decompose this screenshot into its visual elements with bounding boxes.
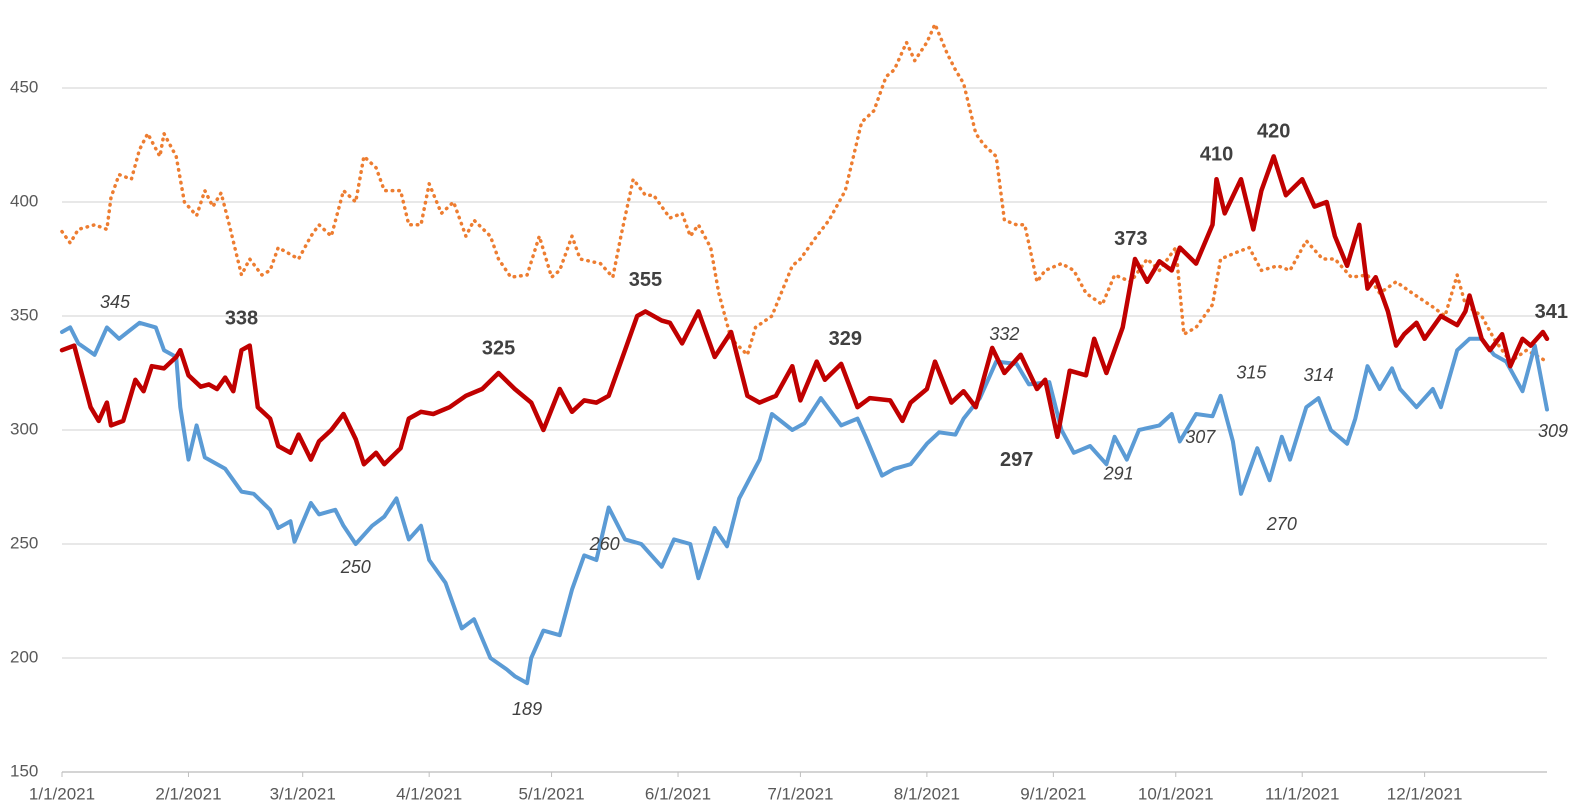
data-label: 260 [589, 534, 620, 554]
x-tick-label: 12/1/2021 [1387, 784, 1463, 803]
series-line [60, 320, 1549, 686]
data-label: 309 [1538, 421, 1568, 441]
data-label: 250 [340, 557, 371, 577]
x-tick-label: 11/1/2021 [1265, 784, 1339, 803]
y-tick-label: 300 [10, 419, 38, 438]
y-tick-label: 350 [10, 305, 38, 324]
data-label: 345 [100, 292, 131, 312]
x-tick-label: 5/1/2021 [518, 784, 584, 803]
x-tick-label: 6/1/2021 [645, 784, 711, 803]
data-label: 420 [1257, 121, 1290, 143]
x-tick-label: 2/1/2021 [155, 784, 221, 803]
data-label: 373 [1114, 228, 1147, 250]
x-tick-label: 10/1/2021 [1138, 784, 1214, 803]
data-label: 341 [1535, 301, 1568, 323]
y-tick-label: 400 [10, 191, 38, 210]
x-tick-label: 7/1/2021 [767, 784, 833, 803]
x-tick-label: 3/1/2021 [270, 784, 336, 803]
data-label: 315 [1236, 363, 1267, 383]
data-label: 355 [629, 269, 662, 291]
data-label: 325 [482, 337, 515, 359]
data-label: 270 [1266, 514, 1297, 534]
series-line [60, 22, 1549, 364]
data-label: 410 [1200, 143, 1233, 165]
y-tick-label: 450 [10, 77, 38, 96]
data-label: 297 [1000, 449, 1033, 471]
data-label: 291 [1103, 463, 1134, 483]
x-tick-label: 9/1/2021 [1020, 784, 1086, 803]
data-label: 307 [1185, 427, 1216, 447]
y-tick-label: 150 [10, 761, 38, 780]
x-tick-label: 8/1/2021 [894, 784, 960, 803]
data-label: 314 [1304, 365, 1334, 385]
data-label: 332 [989, 324, 1019, 344]
y-tick-label: 250 [10, 533, 38, 552]
y-tick-label: 200 [10, 647, 38, 666]
data-label: 338 [225, 308, 258, 330]
data-label: 189 [512, 699, 542, 719]
series-line [59, 154, 1550, 467]
x-tick-label: 4/1/2021 [396, 784, 462, 803]
x-tick-label: 1/1/2021 [29, 784, 95, 803]
data-label: 329 [829, 328, 862, 350]
